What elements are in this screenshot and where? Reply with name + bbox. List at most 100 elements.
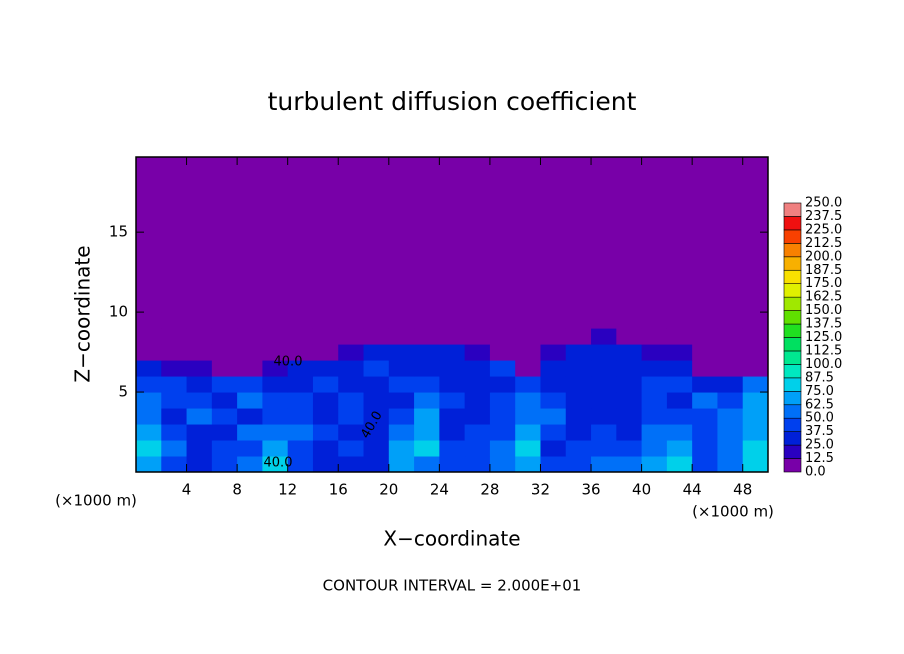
field-cell	[338, 328, 365, 345]
field-cell	[161, 360, 188, 377]
field-cell	[666, 408, 693, 425]
field-cell	[540, 408, 567, 425]
field-cell	[616, 440, 643, 457]
field-cell	[262, 312, 289, 329]
plot-frame	[135, 156, 769, 473]
field-cell	[742, 440, 769, 457]
field-cell	[237, 456, 263, 473]
field-cell	[161, 456, 188, 473]
field-cell	[338, 456, 365, 473]
field-cell	[439, 312, 466, 329]
field-cell	[237, 312, 263, 329]
colorbar-box	[783, 269, 802, 284]
field-cell	[439, 440, 466, 457]
field-cell	[237, 392, 263, 409]
field-cell	[591, 312, 617, 329]
field-cell	[641, 360, 668, 377]
x-tick-label: 12	[278, 481, 297, 499]
field-cell	[287, 456, 314, 473]
field-cell	[717, 312, 744, 329]
field-cell	[489, 408, 516, 425]
field-cell	[312, 440, 339, 457]
x-axis-label: X−coordinate	[383, 527, 520, 551]
x-tick-label: 20	[379, 481, 398, 499]
field-cell	[742, 376, 769, 393]
y-axis-label: Z−coordinate	[71, 245, 95, 382]
field-cell	[211, 440, 238, 457]
field-cell	[565, 440, 592, 457]
field-cell	[717, 456, 744, 473]
field-cell	[641, 344, 668, 361]
field-cell	[287, 328, 314, 345]
y-tick-label: 5	[118, 383, 128, 401]
field-cell	[287, 360, 314, 377]
field-cell	[641, 424, 668, 441]
field-cell	[136, 328, 162, 345]
x-tick-label: 40	[632, 481, 651, 499]
chart-title: turbulent diffusion coefficient	[268, 87, 637, 116]
field-cell	[161, 440, 188, 457]
field-cell	[515, 440, 541, 457]
field-cell	[692, 312, 718, 329]
field-cell	[591, 408, 617, 425]
field-cell	[641, 312, 668, 329]
field-cell	[464, 456, 491, 473]
x-tick-label: 24	[430, 481, 449, 499]
field-cell	[312, 360, 339, 377]
field-cell	[515, 312, 541, 329]
field-cell	[237, 376, 263, 393]
field-cell	[489, 456, 516, 473]
field-cell	[439, 392, 466, 409]
field-cell	[338, 424, 365, 441]
field-cell	[388, 456, 415, 473]
field-cell	[414, 328, 440, 345]
field-cell	[464, 328, 491, 345]
y-tick-label: 15	[109, 223, 128, 241]
field-cell	[136, 456, 162, 473]
field-cell	[388, 424, 415, 441]
field-cell	[287, 312, 314, 329]
field-cell	[161, 392, 188, 409]
colorbar-box	[783, 283, 802, 298]
field-cell	[515, 376, 541, 393]
field-cell	[338, 360, 365, 377]
field-cell	[262, 408, 289, 425]
field-cell	[237, 408, 263, 425]
field-cell	[186, 344, 213, 361]
field-cell	[414, 344, 440, 361]
colorbar-label: 100.0	[805, 357, 842, 372]
field-cell	[414, 424, 440, 441]
field-cell	[161, 328, 188, 345]
field-cell	[742, 424, 769, 441]
field-cell	[464, 392, 491, 409]
colorbar-label: 37.5	[805, 424, 834, 439]
field-cell	[540, 456, 567, 473]
field-cell	[616, 376, 643, 393]
field-cell	[312, 312, 339, 329]
colorbar-label: 75.0	[805, 384, 834, 399]
colorbar-label: 25.0	[805, 438, 834, 453]
field-cell	[591, 376, 617, 393]
field-cell	[237, 424, 263, 441]
x-unit-label: (×1000 m)	[55, 492, 137, 510]
field-cell	[591, 392, 617, 409]
field-cell	[692, 376, 718, 393]
colorbar-label: 87.5	[805, 370, 834, 385]
colorbar-label: 150.0	[805, 303, 842, 318]
x-tick-label: 8	[232, 481, 242, 499]
field-cell	[363, 312, 390, 329]
field-cell	[388, 344, 415, 361]
field-cell	[464, 376, 491, 393]
colorbar-box	[783, 216, 802, 231]
colorbar-box	[783, 444, 802, 459]
field-cell	[742, 312, 769, 329]
field-cell	[186, 360, 213, 377]
field-cell	[439, 376, 466, 393]
field-cell	[388, 392, 415, 409]
x-tick-label: 48	[733, 481, 752, 499]
field-cell	[540, 376, 567, 393]
contour-label: 40.0	[264, 456, 293, 471]
field-cell	[338, 344, 365, 361]
field-cell	[161, 424, 188, 441]
colorbar-label: 125.0	[805, 330, 842, 345]
